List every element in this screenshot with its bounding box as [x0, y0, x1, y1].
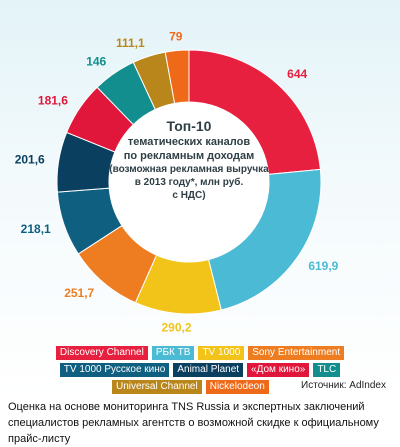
- donut-hole: [109, 102, 269, 262]
- caption-text: Оценка на основе мониторинга TNS Russia …: [8, 401, 379, 445]
- legend-row-1: Discovery Channel РБК ТВ TV 1000 Sony En…: [0, 346, 400, 360]
- legend-universal: Universal Channel: [112, 380, 202, 394]
- title-line-6: с НДС): [172, 190, 206, 201]
- donut-chart: 644 619,9 290,2 251,7 218,1 201,6 181,6 146 111,…: [15, 30, 339, 335]
- value-label-5: 201,6: [15, 153, 45, 167]
- title-line-2: тематических каналов: [127, 136, 251, 148]
- legend-discovery: Discovery Channel: [55, 346, 148, 360]
- legend-tv1000: TV 1000: [198, 346, 245, 360]
- legend-row-3: Universal Channel Nickelodeon: [0, 380, 400, 394]
- legend-tlc: TLC: [313, 363, 341, 377]
- value-label-3: 251,7: [64, 286, 94, 300]
- title-line-3: по рекламным доходам: [123, 150, 255, 162]
- value-label-6: 181,6: [38, 93, 68, 107]
- value-label-7: 146: [86, 55, 106, 69]
- value-label-0: 644: [287, 67, 307, 81]
- value-label-8: 111,1: [116, 36, 145, 50]
- source-note: Источник: AdIndex: [301, 380, 386, 391]
- value-label-2: 290,2: [161, 320, 191, 334]
- legend-nickelodeon: Nickelodeon: [205, 380, 269, 394]
- chart-title: Топ-10 тематических каналов по рекламным…: [106, 118, 272, 202]
- title-line-1: Топ-10: [166, 118, 212, 134]
- legend-rbk: РБК ТВ: [151, 346, 195, 360]
- title-line-4: (возможная рекламная выручка: [109, 164, 269, 175]
- value-label-1: 619,9: [308, 259, 338, 273]
- donut-slices: [56, 49, 322, 315]
- value-labels: 644 619,9 290,2 251,7 218,1 201,6 181,6 146 111,…: [15, 30, 339, 335]
- value-label-4: 218,1: [21, 222, 51, 236]
- legend-row-2: TV 1000 Русское кино Animal Planet «Дом …: [0, 363, 400, 377]
- legend-dom-kino: «Дом кино»: [247, 363, 310, 377]
- title-line-5: в 2013 году*, млн руб.: [134, 177, 244, 188]
- value-label-9: 79: [169, 30, 183, 44]
- legend-sony: Sony Entertainment: [248, 346, 345, 360]
- legend-animal-planet: Animal Planet: [173, 363, 244, 377]
- legend-tv1000-russkoe: TV 1000 Русское кино: [59, 363, 170, 377]
